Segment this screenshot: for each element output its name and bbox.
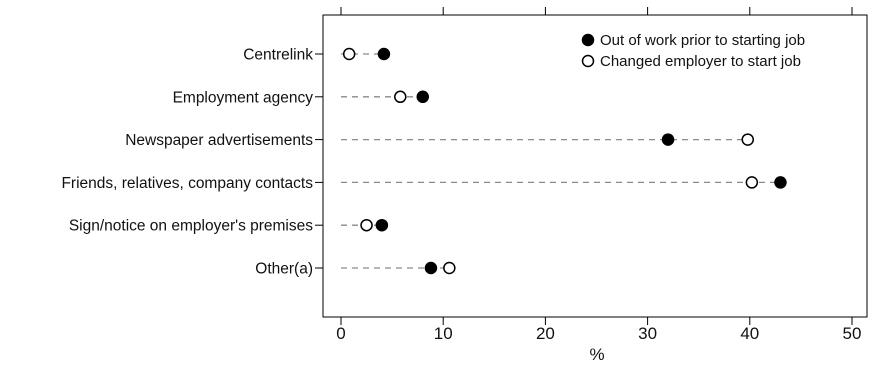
x-tick-label: 30 [638,324,657,343]
point-changed-employer [741,133,755,146]
point-out-of-work [377,47,391,61]
legend-label-changed-employer: Changed employer to start job [600,53,801,70]
x-axis-ticks [340,317,853,325]
connector-lines [341,53,781,269]
point-changed-employer [745,176,759,189]
top-axis-ticks [340,7,853,15]
point-out-of-work [375,218,389,232]
legend-marker-open [581,54,595,68]
point-changed-employer [394,90,407,104]
x-tick-label: 40 [740,324,759,343]
legend: Out of work prior to starting job Change… [581,32,805,70]
category-label: Centrelink [243,47,313,64]
x-tick-label: 20 [536,324,555,343]
category-label: Other(a) [255,261,313,278]
x-tick-label: 0 [336,324,345,343]
x-tick-label: 10 [434,324,453,343]
point-out-of-work [661,133,675,146]
y-axis-ticks [315,53,323,269]
legend-label-out-of-work: Out of work prior to starting job [600,32,805,49]
category-label: Newspaper advertisements [125,132,313,149]
point-out-of-work [416,90,430,104]
point-out-of-work [424,261,438,275]
category-labels: Centrelink Employment agency Newspaper adv… [61,47,313,278]
x-tick-label: 50 [843,324,862,343]
x-tick-labels: 0 10 20 30 40 50 [336,324,861,343]
point-changed-employer [360,218,373,232]
category-label: Sign/notice on employer's premises [69,218,313,235]
category-label: Employment agency [173,89,314,106]
category-label: Friends, relatives, company contacts [61,175,313,192]
plot-frame [322,14,868,318]
point-out-of-work [774,176,787,189]
point-changed-employer [443,261,456,275]
legend-marker-filled [581,33,595,47]
point-changed-employer [342,47,356,61]
data-points [342,47,787,275]
x-axis-title: % [589,345,604,364]
